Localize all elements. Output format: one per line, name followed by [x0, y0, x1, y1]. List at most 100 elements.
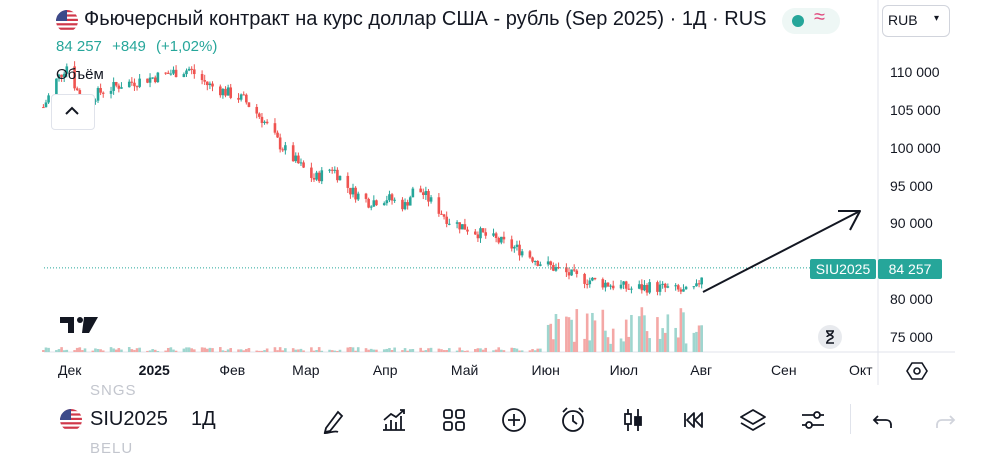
candle-body	[65, 66, 69, 74]
candle-body	[258, 113, 261, 117]
volume-bar	[151, 349, 154, 352]
volume-bar	[656, 317, 659, 352]
volume-bar	[536, 348, 540, 352]
usd-flag-icon	[56, 10, 78, 32]
candle-body	[94, 100, 97, 102]
candle-body	[494, 233, 498, 239]
volume-bar	[442, 350, 446, 352]
candle-body	[114, 82, 118, 86]
candle-body	[120, 87, 123, 89]
timeframe-selector[interactable]: 1Д	[191, 408, 216, 430]
collapse-legend-button[interactable]	[51, 94, 95, 130]
candle-body	[375, 200, 378, 206]
templates-icon[interactable]	[438, 404, 470, 436]
volume-bar	[401, 350, 404, 352]
candle-body	[112, 82, 115, 91]
volume-bar	[237, 349, 240, 352]
volume-bar	[349, 347, 352, 352]
volume-bar	[697, 325, 701, 352]
add-icon[interactable]	[498, 404, 530, 436]
layers-icon[interactable]	[737, 404, 769, 436]
volume-bar	[609, 343, 612, 352]
candle-body	[187, 68, 191, 71]
candle-body	[229, 87, 233, 98]
candle-body	[372, 200, 376, 207]
candle-body	[440, 213, 443, 215]
candle-body	[518, 244, 521, 256]
chart-title[interactable]: Фьючерсный контракт на курс доллар США -…	[84, 8, 767, 30]
price-tick-label: 110 000	[890, 64, 940, 80]
volume-bar	[364, 348, 368, 352]
candle-body	[42, 107, 45, 109]
redo-icon[interactable]	[928, 404, 960, 436]
candle-body	[255, 106, 259, 114]
candle-body	[203, 80, 207, 82]
volume-bar	[99, 349, 102, 352]
candle-body	[533, 260, 537, 262]
volume-legend: Объём	[56, 66, 104, 83]
candle-body	[528, 251, 532, 258]
candle-body	[146, 78, 149, 83]
volume-bar	[458, 347, 461, 352]
volume-bar	[429, 347, 433, 352]
candle-body	[481, 228, 485, 233]
candle-body	[484, 232, 488, 236]
volume-bar	[208, 347, 212, 352]
volume-bar	[663, 332, 667, 352]
volume-bar	[679, 308, 683, 352]
candle-body	[333, 169, 337, 171]
candle-body	[297, 155, 300, 164]
currency-select[interactable]	[882, 5, 950, 37]
candle-body	[182, 74, 186, 78]
volume-bar	[460, 350, 464, 352]
brush-icon[interactable]	[318, 404, 350, 436]
volume-bar	[518, 350, 521, 352]
volume-bar	[497, 347, 501, 352]
replay-icon[interactable]	[677, 404, 709, 436]
undo-icon[interactable]	[868, 404, 900, 436]
volume-bar	[484, 347, 488, 352]
trend-arrow[interactable]	[702, 210, 861, 293]
price-tick-label: 95 000	[890, 177, 933, 194]
candle-body	[60, 74, 63, 77]
candle-body	[658, 284, 662, 292]
volume-bar	[57, 349, 61, 352]
volume-bar	[247, 348, 251, 352]
volume-bar	[73, 350, 76, 352]
volume-bar	[520, 350, 524, 352]
chart-settings-icon[interactable]	[906, 360, 928, 387]
volume-bar	[510, 347, 514, 352]
candle-body	[278, 137, 282, 150]
candle-body	[211, 83, 214, 87]
time-tick-label: Сен	[770, 362, 797, 378]
candle-body	[57, 74, 61, 79]
candle-body	[645, 285, 649, 293]
volume-bar	[611, 328, 615, 352]
volume-bar	[437, 348, 441, 352]
volume-bar	[674, 327, 677, 352]
candlesticks	[42, 61, 703, 296]
candle-body	[96, 88, 100, 101]
candles-icon[interactable]	[617, 404, 649, 436]
candle-body	[460, 224, 464, 230]
volume-bar	[351, 347, 355, 352]
hourglass-icon[interactable]	[818, 325, 842, 349]
indicators-icon[interactable]	[378, 404, 410, 436]
time-tick-label: Дек	[58, 362, 82, 378]
candle-body	[47, 95, 50, 103]
candle-body	[239, 94, 243, 100]
tradingview-logo-icon	[60, 315, 98, 340]
alert-icon[interactable]	[557, 404, 589, 436]
settings-sliders-icon[interactable]	[797, 404, 829, 436]
candle-body	[570, 269, 573, 276]
candle-body	[695, 283, 698, 287]
candle-body	[554, 267, 558, 271]
volume-bar	[333, 350, 337, 352]
volume-bar	[255, 350, 259, 352]
market-status-pill[interactable]	[782, 8, 840, 34]
candle-body	[630, 288, 633, 290]
symbol-selector[interactable]: SIU2025	[90, 408, 168, 430]
candle-body	[385, 200, 389, 204]
volume-bar	[81, 350, 84, 352]
